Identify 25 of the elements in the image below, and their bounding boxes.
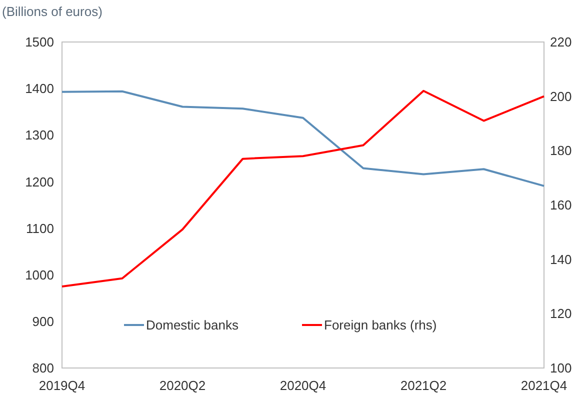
y-tick-label: 800 <box>32 360 54 376</box>
y-tick-label: 1000 <box>25 267 54 282</box>
y2-tick-label: 180 <box>550 143 572 158</box>
line-series <box>61 90 545 288</box>
chart-title: (Billions of euros) <box>2 4 102 19</box>
y2-tick-label: 200 <box>550 88 572 104</box>
x-tick-label: 2019Q4 <box>38 378 86 393</box>
y2-tick-label: 120 <box>550 306 572 322</box>
legend-label: Domestic banks <box>146 318 239 333</box>
x-tick-label: 2020Q4 <box>280 378 326 393</box>
x-tick-label: 2021Q2 <box>400 378 447 393</box>
y2-tick-label: 140 <box>550 252 572 267</box>
x-tick-label: 2021Q4 <box>520 378 568 393</box>
y2-tick-label: 220 <box>550 34 572 50</box>
y-tick-label: 900 <box>32 314 54 329</box>
x-tick-label: 2020Q2 <box>159 378 206 393</box>
y2-tick-label: 160 <box>550 198 572 213</box>
y-tick-label: 1400 <box>25 81 54 96</box>
legend-label: Foreign banks (rhs) <box>324 318 437 333</box>
y-tick-label: 1200 <box>25 174 54 190</box>
y-tick-label: 1500 <box>25 34 54 50</box>
y-tick-label: 1300 <box>25 128 54 143</box>
y2-tick-label: 100 <box>550 360 572 376</box>
y-tick-label: 1100 <box>26 220 54 236</box>
line-series <box>61 90 545 187</box>
